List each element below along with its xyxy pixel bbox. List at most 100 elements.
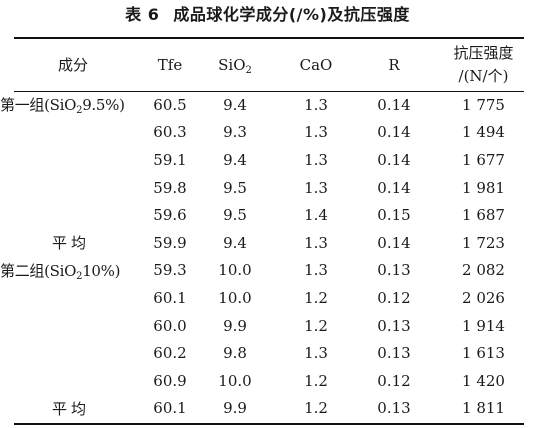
table-row: 60.1 10.0 1.2 0.12 2 026 — [0, 284, 535, 312]
cell-strength: 1 420 — [462, 371, 505, 390]
cell-strength: 1 494 — [462, 123, 505, 142]
cell-cao: 1.2 — [304, 316, 328, 335]
cell-tfe: 60.3 — [153, 123, 187, 142]
cell-empty — [0, 146, 146, 174]
header-row: 成分 Tfe SiO2 CaO R 抗压强度 /(N/个) — [0, 38, 535, 91]
cell-r: 0.14 — [377, 123, 411, 142]
header-r: R — [388, 55, 400, 74]
header-component: 成分 — [57, 56, 88, 74]
cell-sio2: 9.4 — [223, 233, 247, 252]
table-row: 59.8 9.5 1.3 0.14 1 981 — [0, 174, 535, 202]
group-label-subscript: 2 — [76, 270, 83, 282]
cell-strength: 1 613 — [462, 344, 505, 363]
cell-strength: 1 723 — [462, 233, 505, 252]
group-label: 第二组(SiO210%) — [0, 257, 146, 285]
table-row: 第一组(SiO29.5%) 60.5 9.4 1.3 0.14 1 775 — [0, 91, 535, 119]
cell-empty — [0, 284, 146, 312]
cell-sio2: 9.9 — [223, 316, 247, 335]
composition-table: 成分 Tfe SiO2 CaO R 抗压强度 /(N/个) 第一组(SiO29.… — [0, 38, 535, 422]
table-row: 第二组(SiO210%) 59.3 10.0 1.3 0.13 2 082 — [0, 257, 535, 285]
cell-empty — [0, 367, 146, 395]
group-label-subscript: 2 — [76, 105, 83, 117]
cell-r: 0.14 — [377, 95, 411, 114]
cell-sio2: 9.4 — [223, 150, 247, 169]
cell-cao: 1.4 — [304, 206, 328, 225]
group-label: 第一组(SiO29.5%) — [0, 91, 146, 119]
table-row: 59.6 9.5 1.4 0.15 1 687 — [0, 201, 535, 229]
cell-sio2: 9.9 — [223, 399, 247, 418]
cell-strength: 1 687 — [462, 206, 505, 225]
cell-r: 0.12 — [377, 288, 411, 307]
cell-cao: 1.3 — [304, 178, 328, 197]
cell-cao: 1.3 — [304, 233, 328, 252]
cell-tfe: 59.6 — [153, 206, 187, 225]
cell-tfe: 59.3 — [153, 261, 187, 280]
cell-r: 0.13 — [377, 261, 411, 280]
group-label-prefix: 第一组(SiO — [0, 96, 77, 115]
header-strength-line2: /(N/个) — [458, 66, 509, 85]
cell-cao: 1.3 — [304, 150, 328, 169]
table-row: 60.0 9.9 1.2 0.13 1 914 — [0, 312, 535, 340]
cell-empty — [0, 312, 146, 340]
cell-sio2: 10.0 — [218, 261, 252, 280]
table-caption: 表 6 成品球化学成分(/%)及抗压强度 — [0, 3, 535, 27]
cell-strength: 2 026 — [462, 288, 505, 307]
cell-sio2: 9.8 — [223, 344, 247, 363]
cell-sio2: 10.0 — [218, 371, 252, 390]
cell-cao: 1.2 — [304, 399, 328, 418]
cell-sio2: 9.5 — [223, 178, 247, 197]
header-sio2-text: SiO — [218, 55, 246, 74]
cell-cao: 1.2 — [304, 371, 328, 390]
table-row: 60.9 10.0 1.2 0.12 1 420 — [0, 367, 535, 395]
cell-sio2: 10.0 — [218, 288, 252, 307]
header-rule — [14, 91, 524, 92]
cell-strength: 1 677 — [462, 150, 505, 169]
cell-strength: 1 811 — [462, 399, 505, 418]
table-number: 表 6 — [125, 5, 160, 24]
average-label: 平均 — [52, 234, 91, 253]
header-cao: CaO — [299, 55, 333, 74]
cell-cao: 1.3 — [304, 123, 328, 142]
header-strength: 抗压强度 /(N/个) — [432, 38, 535, 91]
header-tfe: Tfe — [157, 55, 183, 74]
average-row: 平均 59.9 9.4 1.3 0.14 1 723 — [0, 229, 535, 257]
average-label: 平均 — [52, 399, 91, 418]
group-label-suffix: 10%) — [82, 261, 121, 280]
bottom-rule — [14, 423, 524, 425]
cell-cao: 1.3 — [304, 95, 328, 114]
group-label-suffix: 9.5%) — [82, 96, 125, 115]
cell-r: 0.12 — [377, 371, 411, 390]
cell-empty — [0, 119, 146, 147]
table-row: 60.3 9.3 1.3 0.14 1 494 — [0, 119, 535, 147]
cell-r: 0.14 — [377, 178, 411, 197]
cell-empty — [0, 174, 146, 202]
cell-sio2: 9.3 — [223, 123, 247, 142]
top-rule — [14, 37, 524, 39]
table-row: 60.2 9.8 1.3 0.13 1 613 — [0, 339, 535, 367]
cell-tfe: 60.1 — [153, 399, 187, 418]
cell-cao: 1.2 — [304, 288, 328, 307]
cell-empty — [0, 201, 146, 229]
cell-sio2: 9.5 — [223, 206, 247, 225]
table-title: 成品球化学成分(/%)及抗压强度 — [173, 5, 410, 24]
cell-strength: 1 981 — [462, 178, 505, 197]
header-sio2-subscript: 2 — [245, 64, 252, 76]
cell-tfe: 59.9 — [153, 233, 187, 252]
cell-tfe: 60.2 — [153, 344, 187, 363]
cell-tfe: 60.9 — [153, 371, 187, 390]
cell-tfe: 59.8 — [153, 178, 187, 197]
cell-cao: 1.3 — [304, 344, 328, 363]
cell-cao: 1.3 — [304, 261, 328, 280]
cell-r: 0.14 — [377, 150, 411, 169]
cell-tfe: 60.0 — [153, 316, 187, 335]
cell-tfe: 60.1 — [153, 288, 187, 307]
cell-strength: 1 775 — [462, 95, 505, 114]
cell-r: 0.14 — [377, 233, 411, 252]
cell-strength: 1 914 — [462, 316, 505, 335]
header-sio2: SiO2 — [194, 38, 276, 91]
cell-tfe: 59.1 — [153, 150, 187, 169]
header-strength-line1: 抗压强度 — [453, 43, 514, 62]
table-row: 59.1 9.4 1.3 0.14 1 677 — [0, 146, 535, 174]
cell-strength: 2 082 — [462, 261, 505, 280]
cell-sio2: 9.4 — [223, 95, 247, 114]
